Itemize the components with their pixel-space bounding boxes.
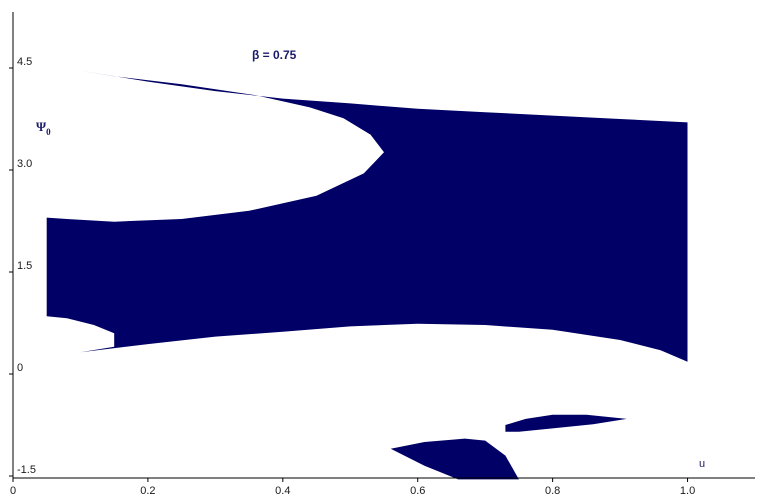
x-tick-label: 0.8 bbox=[545, 485, 560, 497]
x-tick-label: 0.2 bbox=[140, 485, 155, 497]
x-ticks: 0 0.2 0.4 0.6 0.8 1.0 bbox=[10, 478, 695, 497]
y-axis-label: Ψ0 bbox=[36, 119, 51, 137]
feasible-regions bbox=[46, 70, 688, 480]
y-tick-label: -1.5 bbox=[17, 464, 36, 476]
y-tick-label: 4.5 bbox=[17, 56, 32, 68]
x-tick-label: 1.0 bbox=[680, 485, 695, 497]
y-tick-label: 0 bbox=[17, 362, 23, 374]
y-tick-label: 1.5 bbox=[17, 260, 32, 272]
region-2 bbox=[505, 414, 627, 432]
x-tick-label: 0 bbox=[10, 485, 16, 497]
y-axis-label-main: Ψ bbox=[36, 119, 47, 134]
region-1 bbox=[46, 70, 688, 362]
region-3 bbox=[390, 438, 519, 480]
x-tick-label: 0.6 bbox=[410, 485, 425, 497]
y-ticks: -1.5 0 1.5 3.0 4.5 bbox=[9, 56, 36, 477]
x-axis-label: u bbox=[699, 458, 705, 470]
y-tick-label: 3.0 bbox=[17, 158, 32, 170]
x-tick-label: 0.4 bbox=[275, 485, 290, 497]
y-axis-label-sub: 0 bbox=[46, 127, 51, 137]
chart-title: β = 0.75 bbox=[252, 48, 297, 62]
